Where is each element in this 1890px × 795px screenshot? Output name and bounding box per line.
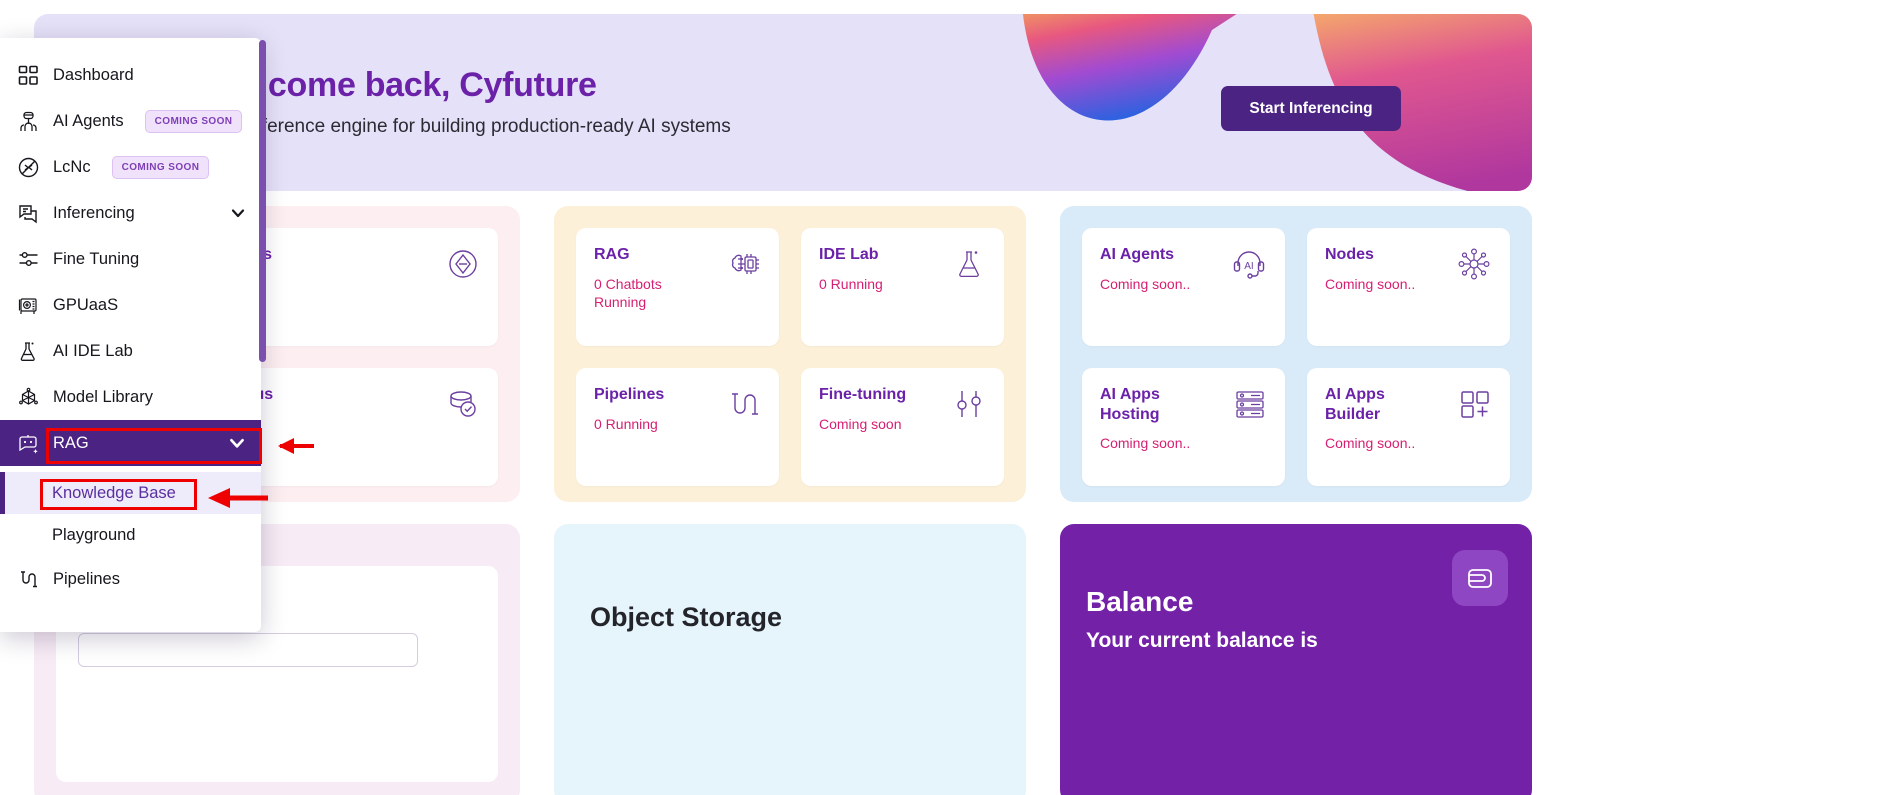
sidebar-item-label: AI IDE Lab [53,341,133,360]
sidebar-item-lcnc[interactable]: LcNc COMING SOON [0,144,261,190]
sidebar-item-inferencing[interactable]: Inferencing [0,190,261,236]
card-status: Coming soon [819,415,902,432]
card-status: 0 Running [819,275,883,292]
sidebar-item-label: Pipelines [53,569,120,588]
sidebar-item-label: LcNc [53,157,91,176]
balance-subtitle: Your current balance is [1086,629,1318,652]
object-storage-title: Object Storage [590,602,783,632]
card-status: Coming soon.. [1100,435,1191,452]
sidebar-subitem-label: Playground [52,525,136,544]
grid-dashboard-icon [16,63,40,87]
squares-plus-icon [1458,387,1492,421]
cube-network-icon [16,385,40,409]
server-rack-icon [1233,387,1267,421]
sidebar-item-label: Inferencing [53,203,135,222]
coming-soon-badge: COMING SOON [144,109,243,133]
sidebar-item-ai-agents[interactable]: AI Agents COMING SOON [0,98,261,144]
brain-chip-icon [727,247,761,281]
sidebar-item-model-library[interactable]: Model Library [0,374,261,420]
card-nodes[interactable]: Nodes Coming soon.. [1307,228,1510,346]
coming-soon-group: AI Agents Coming soon.. AI Node [1060,206,1532,502]
card-title: AI Agents [1100,246,1175,263]
no-code-circle-icon [16,155,40,179]
sidebar-drawer: Dashboard AI Agents COMING SOON [0,38,261,632]
card-ide-lab[interactable]: IDE Lab 0 Running [801,228,1004,346]
chevron-down-icon[interactable] [227,433,247,453]
pipeline-icon [16,567,40,591]
sidebar-item-ai-ide-lab[interactable]: AI IDE Lab [0,328,261,374]
sidebar-subitem-knowledge-base[interactable]: Knowledge Base [0,472,261,514]
banner-decoration [1012,14,1532,191]
card-status: Coming soon.. [1325,275,1416,292]
card-fine-tuning[interactable]: Fine-tuning Coming soon [801,368,1004,486]
headset-ai-icon: AI [1231,247,1267,281]
nodes-network-icon [1456,247,1492,281]
start-inferencing-button[interactable]: Start Inferencing [1221,86,1401,131]
sidebar-item-label: GPUaaS [53,295,119,314]
chevron-down-icon[interactable] [229,204,247,222]
sidebar-scrollbar[interactable] [259,40,266,362]
sidebar-item-label: RAG [53,433,89,452]
card-status: Coming soon.. [1325,435,1416,452]
card-rag[interactable]: RAG 0 Chatbots Running [576,228,779,346]
sidebar-item-label: AI Agents [53,111,124,130]
pipeline-icon [727,387,761,421]
card-status: 0 Chatbots Running [594,275,662,311]
gpu-card-icon [16,293,40,317]
wallet-icon [1452,550,1508,606]
object-storage-panel[interactable]: Object Storage [554,524,1026,795]
sidebar-item-label: Fine Tuning [53,249,140,268]
sidebar-item-pipelines[interactable]: Pipelines [0,556,261,602]
coming-soon-badge: COMING SOON [111,155,210,179]
sidebar-subitem-label: Knowledge Base [52,483,176,502]
sidebar-item-rag[interactable]: RAG [0,420,261,466]
sidebar-subitem-playground[interactable]: Playground [0,514,261,556]
tuning-knobs-icon [952,387,986,421]
flask-icon [16,339,40,363]
card-title: AI Apps Builder [1325,386,1385,423]
sidebar-item-label: Model Library [53,387,153,406]
card-title: Fine-tuning [819,386,907,403]
token-diamond-icon [446,247,480,281]
sliders-icon [16,247,40,271]
page-subtitle: The inference engine for building produc… [209,116,731,137]
card-status: Coming soon.. [1100,275,1191,292]
bottom-panels: Manage your keys Object Storage Balance … [34,518,1532,795]
card-title: Pipelines [594,386,665,403]
card-title: RAG [594,246,630,263]
page-title: Welcome back, Cyfuture [209,66,597,104]
sidebar-item-fine-tuning[interactable]: Fine Tuning [0,236,261,282]
card-title: AI Apps Hosting [1100,386,1160,423]
rag-group: RAG 0 Chatbots Running [554,206,1026,502]
chat-bubbles-icon [16,201,40,225]
sidebar-item-dashboard[interactable]: Dashboard [0,52,261,98]
welcome-banner: Welcome back, Cyfuture The inference eng… [34,14,1532,191]
card-title: Nodes [1325,246,1374,263]
balance-title: Balance [1086,586,1194,617]
card-pipelines[interactable]: Pipelines 0 Running [576,368,779,486]
robot-face-icon [16,431,40,455]
banner-text-block: Welcome back, Cyfuture The inference eng… [209,66,731,138]
card-ai-agents[interactable]: AI Agents Coming soon.. AI [1082,228,1285,346]
card-ai-apps-builder[interactable]: AI Apps Builder Coming soon.. [1307,368,1510,486]
api-key-field[interactable] [78,633,418,667]
agent-person-icon [16,109,40,133]
card-status: 0 Running [594,415,658,432]
flask-icon [952,247,986,281]
card-title: IDE Lab [819,246,879,263]
manage-keys-panel: Manage your keys [34,518,520,795]
svg-text:AI: AI [1244,261,1253,272]
card-ai-apps-hosting[interactable]: AI Apps Hosting Coming soon.. [1082,368,1285,486]
balance-panel[interactable]: Balance Your current balance is [1060,524,1532,795]
sidebar-item-label: Dashboard [53,65,134,84]
sidebar-item-gpuaas[interactable]: GPUaaS [0,282,261,328]
database-check-icon [446,387,480,421]
